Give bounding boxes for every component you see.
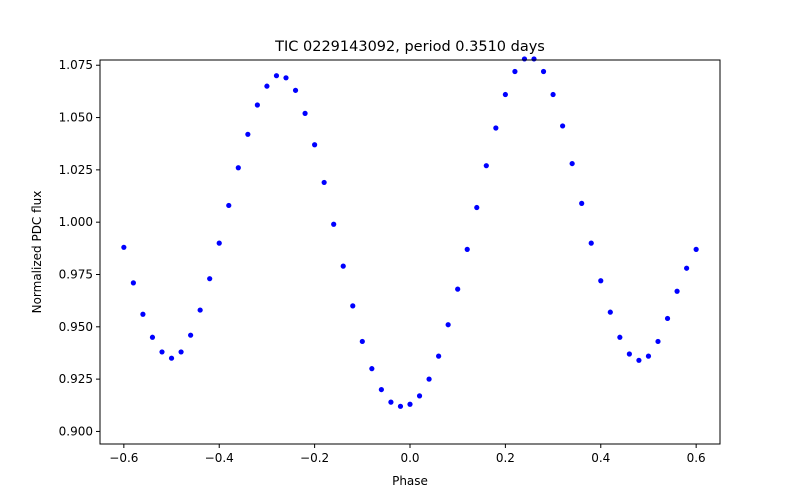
y-tick-label: 1.000 bbox=[59, 215, 93, 229]
data-point bbox=[664, 315, 671, 322]
data-point bbox=[245, 131, 251, 137]
plot-frame bbox=[99, 59, 721, 445]
data-point bbox=[455, 286, 461, 292]
chart-title: TIC 0229143092, period 0.3510 days bbox=[274, 39, 545, 55]
x-tick-label: 0.2 bbox=[496, 451, 515, 465]
data-point bbox=[178, 349, 184, 355]
data-point bbox=[512, 68, 518, 75]
data-point bbox=[340, 263, 346, 269]
data-point bbox=[474, 204, 480, 211]
data-point bbox=[493, 125, 499, 131]
data-point bbox=[235, 165, 241, 171]
y-tick-label: 0.925 bbox=[59, 372, 93, 386]
data-point bbox=[397, 403, 404, 409]
data-point bbox=[636, 357, 642, 363]
data-point bbox=[579, 200, 585, 206]
data-point bbox=[378, 386, 384, 393]
y-axis-label: Normalized PDC flux bbox=[30, 191, 44, 314]
y-tick-label: 1.025 bbox=[59, 163, 93, 177]
data-point bbox=[426, 376, 432, 382]
data-point bbox=[321, 179, 327, 186]
data-point bbox=[607, 309, 613, 315]
data-point bbox=[540, 68, 547, 75]
data-point bbox=[588, 240, 594, 246]
data-point bbox=[521, 56, 528, 62]
data-point bbox=[254, 102, 260, 108]
data-point bbox=[598, 278, 604, 284]
data-point bbox=[121, 244, 127, 250]
data-point bbox=[407, 401, 413, 407]
data-point bbox=[693, 246, 699, 252]
y-axis-ticks: 0.900 0.925 0.950 0.975 1.000 1.025 1.050 1.075 bbox=[59, 58, 100, 438]
data-point bbox=[502, 91, 508, 98]
x-tick-label: 0.6 bbox=[687, 451, 706, 465]
x-tick-label: 0.0 bbox=[400, 451, 419, 465]
data-point bbox=[617, 334, 623, 340]
data-point bbox=[197, 307, 203, 313]
data-point bbox=[207, 276, 213, 282]
data-points bbox=[121, 56, 699, 409]
x-tick-label: −0.6 bbox=[109, 451, 138, 465]
y-tick-label: 0.975 bbox=[59, 267, 93, 281]
data-point bbox=[626, 351, 632, 357]
data-point bbox=[464, 246, 470, 252]
data-point bbox=[655, 338, 661, 345]
data-point bbox=[684, 265, 690, 271]
data-point bbox=[283, 75, 289, 81]
data-point bbox=[359, 338, 365, 345]
data-point bbox=[159, 349, 165, 355]
y-tick-label: 1.050 bbox=[59, 111, 93, 125]
data-point bbox=[130, 280, 136, 286]
data-point bbox=[188, 332, 194, 338]
data-point bbox=[273, 73, 280, 79]
data-point bbox=[140, 311, 146, 317]
data-point bbox=[550, 91, 556, 98]
x-tick-label: −0.4 bbox=[205, 451, 234, 465]
data-point bbox=[216, 240, 222, 246]
data-point bbox=[312, 142, 318, 148]
data-point bbox=[388, 399, 394, 405]
y-tick-label: 0.950 bbox=[59, 320, 93, 334]
data-point bbox=[369, 366, 375, 372]
data-point bbox=[436, 353, 442, 359]
data-point bbox=[302, 110, 308, 116]
y-tick-label: 1.075 bbox=[59, 58, 93, 72]
x-tick-label: −0.2 bbox=[300, 451, 329, 465]
data-point bbox=[264, 83, 270, 89]
data-point bbox=[350, 303, 356, 309]
data-point bbox=[674, 288, 680, 294]
data-point bbox=[292, 87, 299, 93]
x-tick-label: 0.4 bbox=[591, 451, 610, 465]
data-point bbox=[331, 221, 337, 227]
x-axis-ticks: −0.6 −0.4 −0.2 0.0 0.2 0.4 0.6 bbox=[109, 444, 706, 465]
data-point bbox=[560, 123, 566, 129]
data-point bbox=[416, 393, 423, 399]
data-point bbox=[445, 322, 451, 328]
data-point bbox=[168, 355, 175, 361]
x-axis-label: Phase bbox=[392, 474, 428, 488]
data-point bbox=[645, 353, 652, 359]
data-point bbox=[483, 163, 489, 169]
data-point bbox=[531, 56, 537, 62]
data-point bbox=[149, 334, 156, 340]
data-point bbox=[569, 160, 575, 167]
data-point bbox=[226, 202, 232, 209]
y-tick-label: 0.900 bbox=[59, 424, 93, 438]
